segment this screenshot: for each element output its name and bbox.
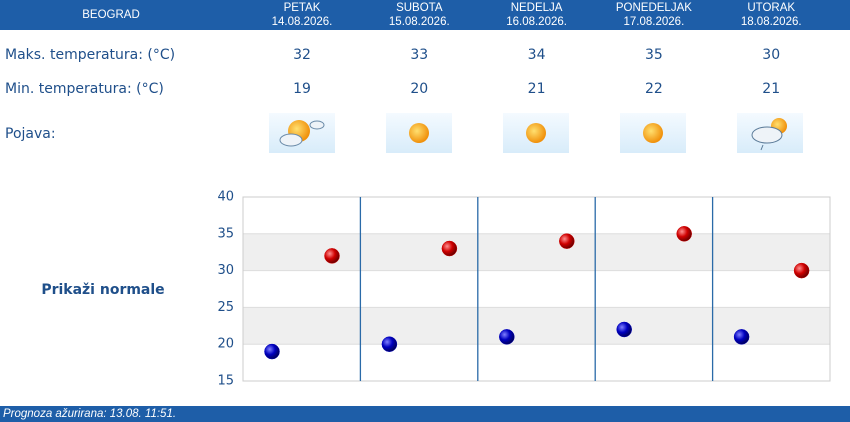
weather-icons [269,113,803,153]
grid-band [243,307,830,345]
temperature: 22 [645,81,663,97]
point [324,248,340,264]
y-tick-label: 30 [217,263,234,278]
y-tick-label: 40 [217,190,234,205]
y-tick-label: 35 [217,226,234,241]
temperature: 34 [528,47,546,63]
row-label: Min. temperatura: (°C) [5,81,164,97]
temperature: 32 [293,47,311,63]
day-date: 17.08.2026. [624,16,685,28]
temperature: 19 [293,81,311,97]
grid-band [243,233,830,271]
temperature: 21 [762,81,780,97]
temperature: 21 [528,81,546,97]
day-name: SUBOTA [396,2,443,14]
city: BEOGRAD [82,9,140,21]
footer-bar [0,406,850,422]
temperature: 30 [762,47,780,63]
point [441,240,458,257]
point [793,262,810,279]
y-tick-label: 20 [217,337,234,352]
day-name: UTORAK [747,2,795,14]
temperature: 20 [410,81,428,97]
y-tick-label: 15 [217,374,234,389]
day-date: 15.08.2026. [389,16,450,28]
plot-frame [242,196,831,382]
point [676,226,692,242]
point [616,321,632,338]
header-bar [0,0,850,30]
day-name: PETAK [284,2,321,14]
row-label: Pojava: [5,126,56,142]
normals-button[interactable]: Prikaži normale [41,282,164,298]
point [381,336,398,352]
day-date: 18.08.2026. [741,16,802,28]
footer: Prognoza ažurirana: 13.08. 11:51. [3,408,176,420]
day-date: 14.08.2026. [272,16,333,28]
row-label: Maks. temperatura: (°C) [5,47,175,63]
day-name: PONEDELJAK [616,2,692,14]
day-name: NEDELJA [511,2,563,14]
temperature: 33 [410,47,428,63]
point [733,329,750,345]
point [264,343,280,360]
temperature: 35 [645,47,663,63]
day-date: 16.08.2026. [506,16,567,28]
point [499,329,515,345]
y-tick-label: 25 [217,300,234,315]
point [559,233,575,249]
